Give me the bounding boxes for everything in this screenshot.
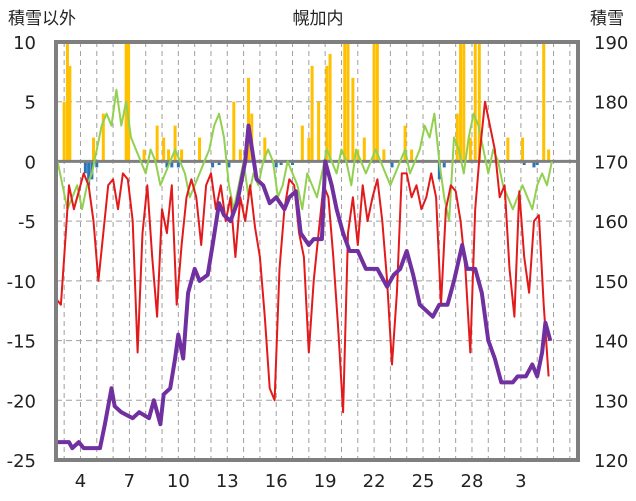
x-tick-label: 10 — [167, 471, 190, 492]
temperature-line — [55, 100, 550, 414]
left-tick-label: 0 — [25, 152, 36, 173]
negative-bar — [87, 161, 91, 186]
right-axis-title: 積雪 — [590, 9, 624, 29]
negative-bar — [227, 161, 231, 168]
right-tick-labels: 190 180 170 160 150 140 130 120 — [594, 33, 628, 472]
x-tick-label: 13 — [216, 471, 239, 492]
x-tick-label: 28 — [461, 471, 484, 492]
snowfall-bar — [238, 149, 242, 162]
left-tick-label: -25 — [7, 451, 36, 472]
snowfall-bar — [246, 77, 250, 162]
x-tick-label: 25 — [412, 471, 435, 492]
negative-bar — [522, 161, 526, 166]
right-tick-label: 140 — [594, 332, 628, 353]
negative-bar — [291, 161, 295, 166]
left-tick-label: -10 — [7, 272, 36, 293]
snowfall-bar — [92, 137, 96, 162]
negative-bar — [170, 161, 174, 168]
negative-bar — [95, 161, 99, 168]
x-tick-label: 7 — [124, 471, 135, 492]
snowfall-bar — [65, 42, 69, 162]
left-tick-label: 5 — [25, 93, 36, 114]
snowfall-bar — [477, 42, 481, 162]
negative-bar — [437, 161, 441, 180]
right-tick-label: 160 — [594, 212, 628, 233]
snowfall-bar — [346, 42, 350, 162]
left-tick-label: -20 — [7, 391, 36, 412]
snowfall-bar — [459, 42, 463, 162]
snowfall-bar — [232, 101, 236, 162]
snowfall-bars — [62, 42, 551, 162]
x-tick-label: 16 — [265, 471, 288, 492]
snowfall-bar — [506, 137, 510, 162]
x-tick-label: 4 — [75, 471, 86, 492]
snowfall-bar — [155, 125, 159, 162]
negative-bar — [217, 161, 221, 166]
x-tick-label: 19 — [314, 471, 337, 492]
snowfall-bar — [101, 113, 105, 162]
snowfall-bar — [410, 149, 414, 162]
snowfall-bar — [317, 101, 321, 162]
negative-bar — [535, 161, 539, 166]
right-tick-label: 190 — [594, 33, 628, 54]
plot-frame — [54, 40, 580, 462]
x-tick-label: 3 — [515, 471, 526, 492]
x-tick-label: 22 — [363, 471, 386, 492]
snowfall-bar — [310, 65, 314, 162]
snowfall-bar — [307, 137, 311, 162]
snowfall-bar — [263, 137, 267, 162]
humidity_like-line — [56, 88, 553, 223]
chart-title: 幌加内 — [293, 9, 344, 29]
right-tick-label: 120 — [594, 451, 628, 472]
left-tick-label: -5 — [18, 212, 36, 233]
negative-bar — [211, 161, 215, 168]
snowfall-bar — [343, 42, 347, 162]
snowfall-bar — [468, 137, 472, 162]
negative-bar — [165, 161, 169, 168]
snowfall-bar — [325, 65, 329, 162]
right-tick-label: 150 — [594, 272, 628, 293]
snowfall-bar — [162, 137, 166, 162]
snowfall-bar — [462, 42, 466, 162]
x-tick-labels: 4 7 10 13 16 19 22 25 28 3 — [75, 471, 527, 492]
left-tick-label: -15 — [7, 332, 36, 353]
series-lines — [55, 88, 553, 451]
snowfall-bar — [167, 149, 171, 162]
snowfall-bar — [180, 149, 184, 162]
negative-bar — [279, 161, 283, 166]
snowfall-bar — [362, 137, 366, 162]
snowfall-bar — [127, 42, 131, 162]
snowfall-bar — [198, 137, 202, 162]
snowfall-bar — [403, 125, 407, 162]
negative-bar — [274, 161, 278, 168]
snowfall-bar — [547, 149, 551, 162]
snow_depth-line — [56, 123, 553, 451]
snowfall-bar — [372, 42, 376, 162]
snowfall-bar — [62, 101, 66, 162]
negative-bar — [390, 161, 394, 168]
negative-bar — [442, 161, 446, 168]
snowfall-bar — [300, 125, 304, 162]
snowfall-bar — [328, 53, 332, 162]
right-tick-label: 170 — [594, 152, 628, 173]
right-tick-label: 130 — [594, 391, 628, 412]
snowfall-bar — [142, 149, 146, 162]
snowfall-bar — [68, 65, 72, 162]
negative-bar — [532, 161, 536, 168]
negative-bar — [176, 161, 180, 168]
snowfall-bar — [351, 77, 355, 162]
snowfall-bar — [173, 125, 177, 162]
snowfall-bar — [375, 42, 379, 162]
negative-bar — [83, 161, 87, 174]
snowfall-bar — [473, 42, 477, 162]
left-tick-labels: 10 5 0 -5 -10 -15 -20 -25 — [7, 33, 36, 472]
snowfall-bar — [542, 42, 546, 162]
snowfall-bar — [521, 137, 525, 162]
left-tick-label: 10 — [13, 33, 36, 54]
left-axis-title: 積雪以外 — [8, 9, 76, 29]
snowfall-bar — [455, 113, 459, 162]
snowfall-bar — [382, 149, 386, 162]
right-tick-label: 180 — [594, 93, 628, 114]
